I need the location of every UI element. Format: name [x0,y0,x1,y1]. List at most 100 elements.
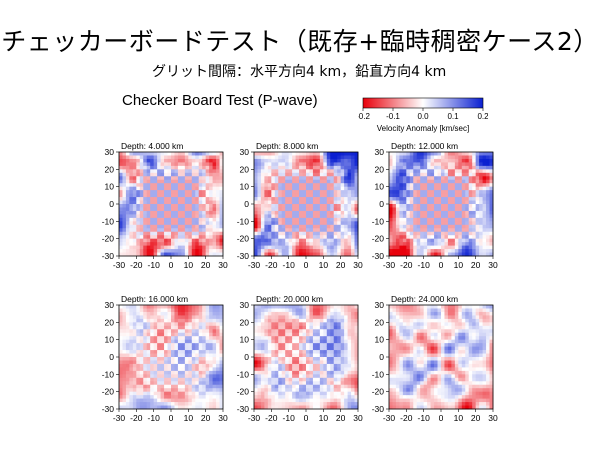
anomaly-cell [347,315,352,320]
anomaly-cell [347,172,352,177]
anomaly-cell [129,158,134,163]
anomaly-cell [132,228,137,233]
anomaly-cell [299,162,303,167]
anomaly-cell [434,152,438,156]
anomaly-cell [212,162,217,167]
anomaly-cell [171,391,175,396]
anomaly-cell [402,384,407,389]
anomaly-cell [489,193,494,198]
anomaly-cell [136,357,141,361]
anomaly-cell [406,252,411,257]
anomaly-cell [181,391,186,396]
anomaly-cell [288,162,293,167]
anomaly-cell [177,200,182,205]
y-tick-label: 10 [240,182,250,192]
anomaly-cell [306,370,310,375]
anomaly-cell [184,200,189,205]
anomaly-cell [461,238,466,243]
anomaly-cell [219,332,224,337]
anomaly-cell [150,204,155,208]
anomaly-cell [132,200,137,205]
anomaly-cell [347,221,352,226]
anomaly-cell [423,363,428,368]
anomaly-cell [198,405,203,410]
anomaly-cell [420,339,425,344]
anomaly-cell [306,329,310,334]
anomaly-cell [216,339,220,344]
anomaly-cell [195,252,200,257]
anomaly-cell [160,217,165,222]
anomaly-cell [119,325,123,330]
anomaly-cell [333,322,338,327]
anomaly-cell [323,204,328,208]
anomaly-cell [430,152,435,156]
anomaly-cell [347,165,352,170]
anomaly-cell [458,179,463,184]
anomaly-cell [153,169,158,174]
anomaly-cell [188,193,193,198]
anomaly-cell [257,395,262,399]
anomaly-cell [351,172,355,177]
anomaly-cell [157,346,161,351]
anomaly-cell [326,315,331,320]
anomaly-cell [184,207,189,212]
anomaly-cell [306,391,310,396]
anomaly-cell [285,325,290,330]
anomaly-cell [219,391,224,396]
anomaly-cell [451,186,456,191]
anomaly-cell [306,155,310,160]
anomaly-cell [420,221,425,226]
anomaly-cell [295,384,300,389]
anomaly-cell [177,190,182,194]
anomaly-cell [153,162,158,167]
anomaly-cell [264,162,269,167]
anomaly-cell [288,405,293,410]
anomaly-cell [395,183,400,188]
anomaly-cell [437,221,442,226]
anomaly-cell [254,190,258,194]
anomaly-cell [205,308,210,313]
anomaly-cell [309,360,314,365]
anomaly-cell [198,329,203,334]
anomaly-cell [150,384,155,389]
anomaly-cell [316,179,321,184]
anomaly-cell [174,350,179,354]
anomaly-cell [472,235,477,240]
anomaly-cell [150,322,155,327]
anomaly-cell [288,329,293,334]
anomaly-cell [202,217,207,222]
anomaly-cell [191,179,196,184]
anomaly-cell [132,162,137,167]
anomaly-cell [153,183,158,188]
anomaly-cell [181,193,186,198]
anomaly-cell [119,231,123,236]
anomaly-cell [285,391,290,396]
anomaly-cell [157,343,161,347]
anomaly-cell [434,197,438,201]
anomaly-cell [146,350,151,354]
anomaly-cell [139,228,144,233]
anomaly-cell [205,252,210,257]
anomaly-cell [164,252,168,257]
anomaly-cell [479,252,483,257]
anomaly-cell [395,322,400,327]
anomaly-cell [285,179,290,184]
anomaly-cell [174,395,179,399]
anomaly-cell [132,214,137,219]
anomaly-cell [191,210,196,215]
anomaly-cell [430,158,435,163]
anomaly-cell [347,183,352,188]
anomaly-cell [219,162,224,167]
anomaly-cell [177,308,182,313]
anomaly-cell [181,363,186,368]
anomaly-cell [205,235,210,240]
anomaly-cell [354,367,359,372]
anomaly-cell [406,183,411,188]
anomaly-cell [171,169,175,174]
anomaly-cell [254,221,258,226]
anomaly-cell [143,388,148,393]
anomaly-cell [125,346,130,351]
anomaly-cell [122,235,127,240]
anomaly-cell [354,353,359,358]
anomaly-cell [167,374,172,379]
